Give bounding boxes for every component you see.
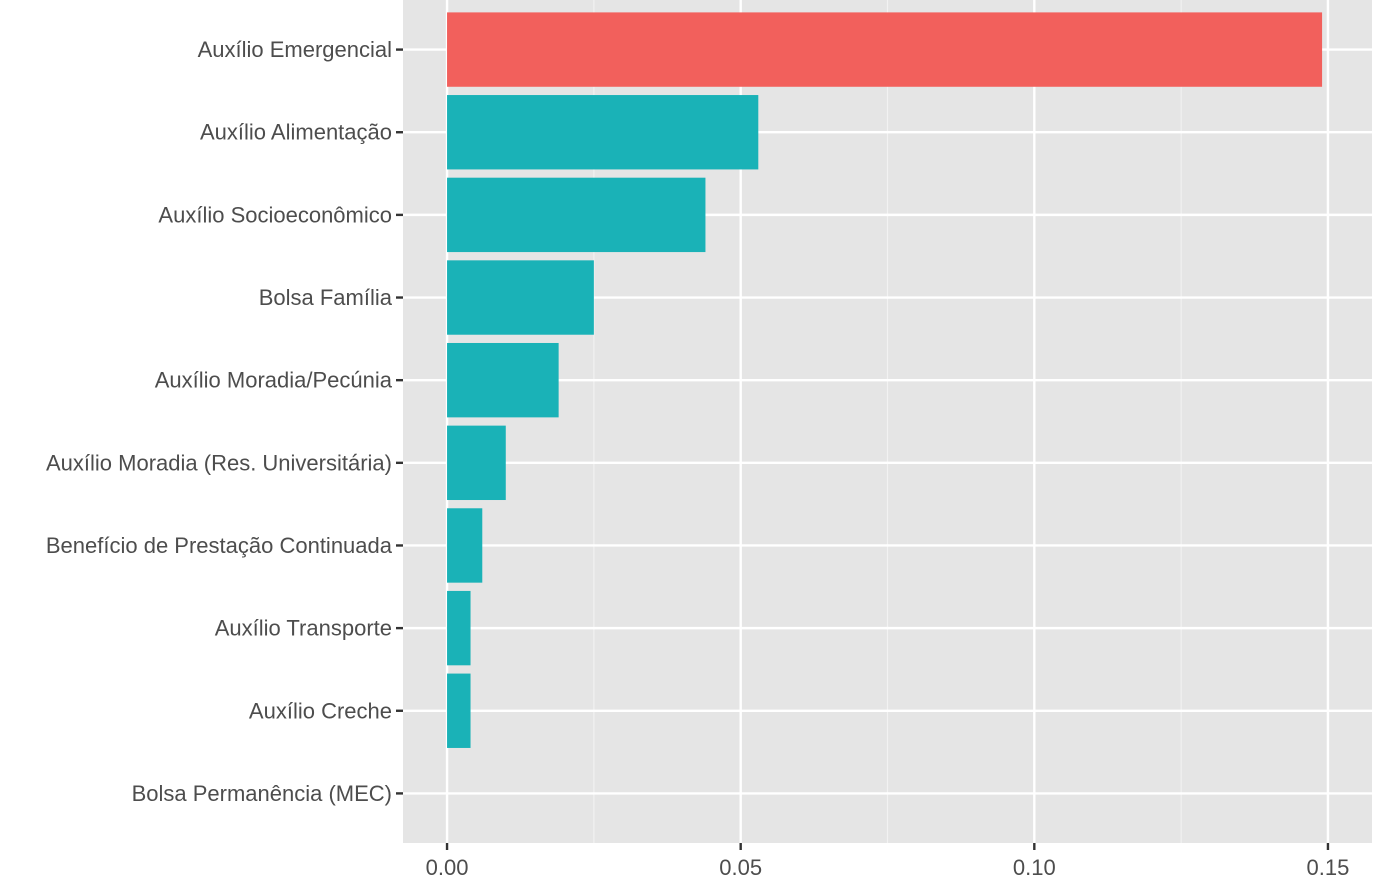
y-tick-label: Auxílio Transporte	[215, 616, 392, 641]
y-tick-label: Bolsa Família	[259, 285, 393, 310]
y-tick-label: Auxílio Alimentação	[200, 120, 392, 145]
x-tick-label: 0.05	[719, 855, 762, 880]
y-tick-label: Auxílio Moradia/Pecúnia	[155, 368, 393, 393]
bar-4	[447, 342, 559, 418]
bar-5	[447, 425, 506, 501]
bar-3	[447, 260, 594, 335]
x-axis: 0.00 0.05 0.10 0.15	[426, 843, 1350, 880]
bar-2	[447, 177, 706, 253]
x-tick-label: 0.15	[1307, 855, 1350, 880]
y-tick-label: Auxílio Emergencial	[198, 37, 392, 62]
bars	[447, 12, 1323, 748]
bar-8	[447, 673, 471, 748]
y-tick-label: Auxílio Moradia (Res. Universitária)	[46, 450, 392, 475]
bar-0	[447, 12, 1323, 87]
y-tick-label: Auxílio Socioeconômico	[158, 202, 392, 227]
bar-7	[447, 590, 471, 666]
y-axis: Auxílio Emergencial Auxílio Alimentação Au…	[46, 37, 403, 806]
x-tick-label: 0.10	[1013, 855, 1056, 880]
bar-1	[447, 95, 759, 170]
bar-6	[447, 508, 483, 583]
y-tick-label: Bolsa Permanência (MEC)	[132, 781, 392, 806]
x-tick-label: 0.00	[426, 855, 469, 880]
y-tick-label: Auxílio Creche	[249, 698, 392, 723]
y-tick-label: Benefício de Prestação Continuada	[46, 533, 393, 558]
